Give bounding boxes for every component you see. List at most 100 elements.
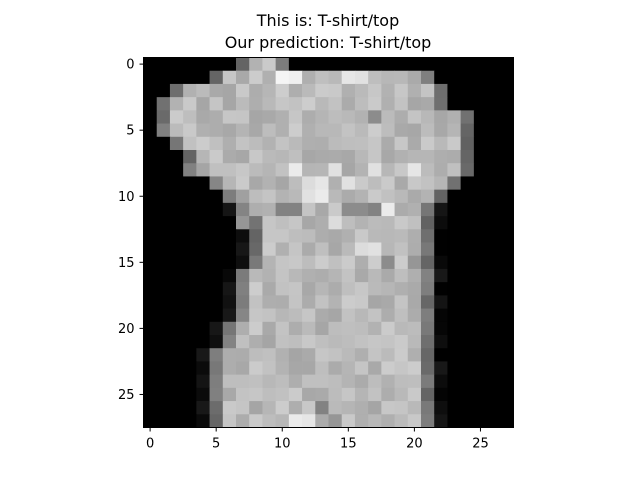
image-pixel <box>354 308 369 323</box>
image-pixel <box>262 97 277 111</box>
image-pixel <box>222 70 237 85</box>
image-pixel <box>209 83 224 98</box>
image-pixel <box>236 97 250 111</box>
image-pixel <box>354 348 369 362</box>
image-pixel <box>473 282 488 296</box>
image-pixel <box>368 136 382 151</box>
image-pixel <box>156 229 171 243</box>
image-pixel <box>209 387 224 402</box>
image-pixel <box>381 401 395 415</box>
image-pixel <box>196 163 210 177</box>
image-pixel <box>500 268 514 283</box>
image-pixel <box>421 57 435 72</box>
image-pixel <box>434 335 448 349</box>
image-pixel <box>222 401 237 415</box>
image-pixel <box>473 202 488 217</box>
image-pixel <box>196 57 210 72</box>
image-pixel <box>209 242 224 257</box>
image-pixel <box>262 57 277 72</box>
image-pixel <box>222 414 237 428</box>
image-pixel <box>143 150 158 164</box>
image-pixel <box>341 216 356 230</box>
image-pixel <box>169 83 184 98</box>
image-pixel <box>354 83 369 98</box>
image-pixel <box>487 136 501 151</box>
image-pixel <box>183 401 197 415</box>
image-pixel <box>262 189 277 204</box>
image-pixel <box>341 110 356 124</box>
image-pixel <box>315 123 329 138</box>
image-pixel <box>315 295 329 309</box>
image-pixel <box>288 255 303 270</box>
image-pixel <box>262 110 277 124</box>
image-pixel <box>434 176 448 191</box>
image-pixel <box>341 335 356 349</box>
image-pixel <box>236 110 250 124</box>
image-pixel <box>143 282 158 296</box>
image-pixel <box>354 229 369 243</box>
image-pixel <box>328 374 343 389</box>
image-pixel <box>275 83 290 98</box>
image-pixel <box>447 123 462 138</box>
image-pixel <box>236 268 250 283</box>
image-pixel <box>302 308 316 323</box>
image-pixel <box>249 57 263 72</box>
image-pixel <box>407 255 422 270</box>
image-pixel <box>328 97 343 111</box>
image-pixel <box>421 401 435 415</box>
image-pixel <box>222 57 237 72</box>
image-pixel <box>143 110 158 124</box>
image-pixel <box>328 268 343 283</box>
image-pixel <box>156 268 171 283</box>
image-pixel <box>196 268 210 283</box>
image-pixel <box>169 163 184 177</box>
image-pixel <box>487 229 501 243</box>
image-pixel <box>275 295 290 309</box>
image-pixel <box>262 163 277 177</box>
image-pixel <box>183 348 197 362</box>
image-pixel <box>341 57 356 72</box>
image-pixel <box>315 255 329 270</box>
x-tick-label: 15 <box>340 437 357 452</box>
image-pixel <box>288 242 303 257</box>
image-pixel <box>368 163 382 177</box>
image-pixel <box>249 150 263 164</box>
image-pixel <box>262 321 277 336</box>
image-pixel <box>275 414 290 428</box>
image-pixel <box>368 176 382 191</box>
image-pixel <box>209 176 224 191</box>
image-pixel <box>407 321 422 336</box>
image-pixel <box>328 110 343 124</box>
image-pixel <box>434 150 448 164</box>
image-pixel <box>460 83 475 98</box>
image-pixel <box>262 308 277 323</box>
image-pixel <box>169 295 184 309</box>
image-pixel <box>434 163 448 177</box>
image-pixel <box>288 70 303 85</box>
image-pixel <box>328 136 343 151</box>
image-pixel <box>460 97 475 111</box>
image-pixel <box>196 321 210 336</box>
image-pixel <box>302 83 316 98</box>
image-pixel <box>473 229 488 243</box>
image-pixel <box>407 110 422 124</box>
image-pixel <box>473 295 488 309</box>
image-pixel <box>381 176 395 191</box>
image-pixel <box>473 335 488 349</box>
image-pixel <box>434 70 448 85</box>
image-pixel <box>487 176 501 191</box>
image-pixel <box>143 401 158 415</box>
image-pixel <box>421 242 435 257</box>
image-pixel <box>169 255 184 270</box>
image-pixel <box>328 348 343 362</box>
image-pixel <box>236 57 250 72</box>
image-pixel <box>407 295 422 309</box>
image-pixel <box>473 83 488 98</box>
image-pixel <box>447 150 462 164</box>
image-pixel <box>249 321 263 336</box>
image-pixel <box>209 229 224 243</box>
image-pixel <box>183 268 197 283</box>
image-pixel <box>354 335 369 349</box>
image-pixel <box>354 268 369 283</box>
image-pixel <box>183 57 197 72</box>
